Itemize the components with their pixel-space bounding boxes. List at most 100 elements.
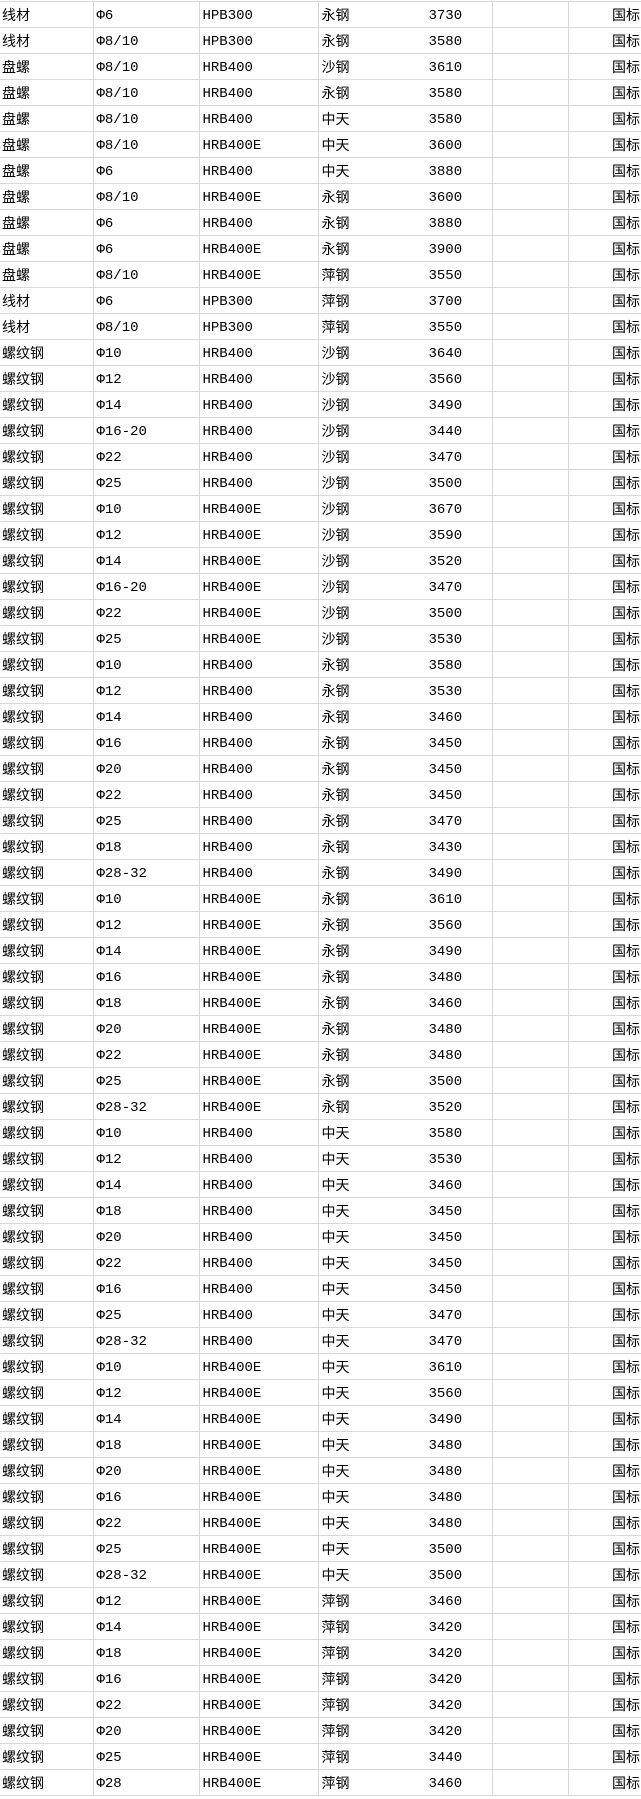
cell-mill[interactable]: 中天	[317, 1379, 428, 1406]
cell-spec[interactable]: Φ12	[92, 911, 200, 938]
cell-product-type[interactable]: 螺纹钢	[0, 1067, 94, 1094]
cell-mill[interactable]: 沙钢	[317, 547, 428, 574]
cell-mill[interactable]: 萍钢	[317, 1717, 428, 1744]
cell-empty[interactable]	[491, 625, 569, 652]
cell-product-type[interactable]: 盘螺	[0, 209, 94, 236]
cell-mill[interactable]: 萍钢	[317, 1691, 428, 1718]
cell-price[interactable]: 3480	[427, 1457, 493, 1484]
cell-empty[interactable]	[491, 677, 569, 704]
cell-grade[interactable]: HRB400	[198, 1119, 319, 1146]
cell-standard[interactable]: 国标	[567, 1275, 641, 1302]
cell-standard[interactable]: 国标	[567, 1535, 641, 1562]
cell-spec[interactable]: Φ18	[92, 833, 200, 860]
cell-grade[interactable]: HRB400E	[198, 547, 319, 574]
cell-price[interactable]: 3530	[427, 1145, 493, 1172]
cell-spec[interactable]: Φ16	[92, 963, 200, 990]
cell-mill[interactable]: 永钢	[317, 27, 428, 54]
cell-empty[interactable]	[491, 703, 569, 730]
cell-empty[interactable]	[491, 547, 569, 574]
cell-price[interactable]: 3520	[427, 1093, 493, 1120]
cell-price[interactable]: 3480	[427, 1483, 493, 1510]
cell-product-type[interactable]: 螺纹钢	[0, 365, 94, 392]
cell-product-type[interactable]: 螺纹钢	[0, 1691, 94, 1718]
cell-price[interactable]: 3490	[427, 859, 493, 886]
cell-empty[interactable]	[491, 365, 569, 392]
cell-mill[interactable]: 沙钢	[317, 339, 428, 366]
cell-standard[interactable]: 国标	[567, 1743, 641, 1770]
cell-price[interactable]: 3590	[427, 521, 493, 548]
cell-spec[interactable]: Φ6	[92, 287, 200, 314]
cell-empty[interactable]	[491, 1041, 569, 1068]
cell-grade[interactable]: HRB400	[198, 859, 319, 886]
cell-empty[interactable]	[491, 807, 569, 834]
cell-product-type[interactable]: 盘螺	[0, 157, 94, 184]
cell-mill[interactable]: 沙钢	[317, 625, 428, 652]
cell-spec[interactable]: Φ8/10	[92, 105, 200, 132]
cell-product-type[interactable]: 螺纹钢	[0, 1015, 94, 1042]
cell-empty[interactable]	[491, 833, 569, 860]
cell-mill[interactable]: 中天	[317, 1535, 428, 1562]
cell-empty[interactable]	[491, 1457, 569, 1484]
cell-product-type[interactable]: 螺纹钢	[0, 1379, 94, 1406]
cell-mill[interactable]: 中天	[317, 131, 428, 158]
cell-spec[interactable]: Φ14	[92, 703, 200, 730]
cell-product-type[interactable]: 螺纹钢	[0, 1743, 94, 1770]
cell-grade[interactable]: HRB400E	[198, 885, 319, 912]
cell-empty[interactable]	[491, 937, 569, 964]
cell-product-type[interactable]: 螺纹钢	[0, 1535, 94, 1562]
cell-empty[interactable]	[491, 1067, 569, 1094]
cell-standard[interactable]: 国标	[567, 833, 641, 860]
cell-empty[interactable]	[491, 1743, 569, 1770]
cell-grade[interactable]: HRB400	[198, 339, 319, 366]
cell-standard[interactable]: 国标	[567, 521, 641, 548]
cell-product-type[interactable]: 盘螺	[0, 79, 94, 106]
cell-product-type[interactable]: 螺纹钢	[0, 1483, 94, 1510]
cell-product-type[interactable]: 螺纹钢	[0, 391, 94, 418]
cell-empty[interactable]	[491, 885, 569, 912]
cell-price[interactable]: 3440	[427, 1743, 493, 1770]
cell-standard[interactable]: 国标	[567, 547, 641, 574]
cell-product-type[interactable]: 螺纹钢	[0, 1145, 94, 1172]
cell-grade[interactable]: HPB300	[198, 313, 319, 340]
cell-mill[interactable]: 中天	[317, 1119, 428, 1146]
cell-price[interactable]: 3470	[427, 1327, 493, 1354]
cell-price[interactable]: 3670	[427, 495, 493, 522]
cell-standard[interactable]: 国标	[567, 989, 641, 1016]
cell-mill[interactable]: 萍钢	[317, 1587, 428, 1614]
cell-standard[interactable]: 国标	[567, 781, 641, 808]
cell-grade[interactable]: HRB400	[198, 105, 319, 132]
cell-mill[interactable]: 中天	[317, 1509, 428, 1536]
cell-mill[interactable]: 萍钢	[317, 313, 428, 340]
cell-empty[interactable]	[491, 1665, 569, 1692]
cell-grade[interactable]: HRB400	[198, 209, 319, 236]
cell-standard[interactable]: 国标	[567, 261, 641, 288]
cell-price[interactable]: 3450	[427, 755, 493, 782]
cell-grade[interactable]: HRB400E	[198, 1743, 319, 1770]
cell-price[interactable]: 3560	[427, 365, 493, 392]
cell-price[interactable]: 3420	[427, 1639, 493, 1666]
cell-product-type[interactable]: 螺纹钢	[0, 1431, 94, 1458]
cell-standard[interactable]: 国标	[567, 131, 641, 158]
cell-mill[interactable]: 中天	[317, 1275, 428, 1302]
cell-mill[interactable]: 永钢	[317, 1067, 428, 1094]
cell-price[interactable]: 3420	[427, 1691, 493, 1718]
cell-price[interactable]: 3580	[427, 27, 493, 54]
cell-mill[interactable]: 中天	[317, 1171, 428, 1198]
cell-mill[interactable]: 永钢	[317, 1015, 428, 1042]
cell-standard[interactable]: 国标	[567, 1379, 641, 1406]
cell-empty[interactable]	[491, 1509, 569, 1536]
cell-standard[interactable]: 国标	[567, 1197, 641, 1224]
cell-price[interactable]: 3640	[427, 339, 493, 366]
cell-product-type[interactable]: 螺纹钢	[0, 833, 94, 860]
cell-spec[interactable]: Φ12	[92, 677, 200, 704]
cell-grade[interactable]: HRB400E	[198, 1535, 319, 1562]
cell-grade[interactable]: HRB400E	[198, 1509, 319, 1536]
cell-standard[interactable]: 国标	[567, 1769, 641, 1796]
cell-price[interactable]: 3900	[427, 235, 493, 262]
cell-standard[interactable]: 国标	[567, 1639, 641, 1666]
cell-standard[interactable]: 国标	[567, 1067, 641, 1094]
cell-standard[interactable]: 国标	[567, 703, 641, 730]
cell-mill[interactable]: 中天	[317, 1301, 428, 1328]
cell-spec[interactable]: Φ8/10	[92, 53, 200, 80]
cell-price[interactable]: 3440	[427, 417, 493, 444]
